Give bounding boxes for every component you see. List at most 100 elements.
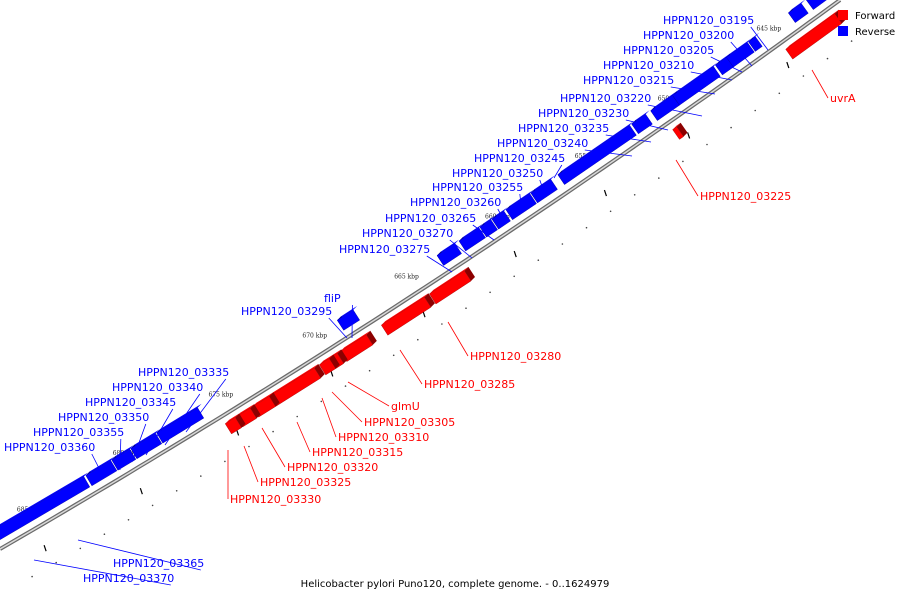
leader-line (730, 41, 753, 67)
gene-label: HPPN120_03340 (112, 381, 203, 394)
legend-reverse-label: Reverse (855, 27, 895, 38)
minor-dot (127, 519, 130, 521)
gene-label: HPPN120_03360 (4, 441, 95, 454)
leader-line (426, 255, 453, 273)
forward-gene (268, 364, 325, 407)
gene-top-face (236, 404, 255, 417)
gene-label: HPPN120_03215 (583, 74, 674, 87)
gene-top-face (557, 121, 634, 175)
gene-front-face (530, 179, 558, 204)
gene-label: glmU (391, 400, 420, 413)
gene-front-face (491, 210, 511, 230)
minor-dot (658, 177, 660, 179)
leader-line (328, 317, 348, 339)
gene-top-face (85, 456, 115, 476)
forward-gene (340, 330, 377, 362)
leader-line (553, 164, 563, 179)
gene-top-face (672, 62, 718, 96)
gene-label: HPPN120_03295 (241, 305, 332, 318)
gene-label: HPPN120_03245 (474, 152, 565, 165)
genome-backbone (0, 0, 842, 551)
gene-side-face (235, 413, 246, 428)
gene-top-face (156, 403, 202, 433)
gene-front-face (429, 270, 472, 305)
minor-dot (417, 338, 419, 341)
leader-line (347, 381, 390, 407)
gene-front-face (650, 95, 680, 121)
minor-dot (392, 354, 395, 357)
gene-label: uvrA (830, 92, 856, 105)
gene-label: HPPN120_03240 (497, 137, 588, 150)
leader-line (399, 349, 423, 385)
gene-top-face (0, 472, 88, 526)
tick-mark (139, 487, 143, 495)
gene-front-face (111, 448, 137, 471)
gene-label: HPPN120_03335 (138, 366, 229, 379)
minor-dot (850, 40, 853, 42)
minor-dot (609, 210, 612, 213)
leader-line (296, 421, 311, 453)
leader-line (261, 427, 286, 468)
leader-line (77, 539, 201, 571)
leader-line (33, 559, 171, 586)
reverse-gene (788, 0, 809, 23)
leader-line (750, 26, 769, 51)
gene-label: HPPN120_03325 (260, 476, 351, 489)
gene-side-face (269, 392, 280, 407)
minor-dot (151, 504, 154, 507)
legend: Forward Reverse (838, 10, 895, 38)
leader-line (91, 453, 105, 479)
gene-front-face (788, 3, 809, 23)
genome-caption: Helicobacter pylori Puno120, complete ge… (301, 579, 610, 590)
reverse-gene (530, 175, 558, 204)
leader-line (710, 56, 743, 73)
legend-reverse-swatch (838, 26, 848, 36)
gene-side-face (314, 364, 325, 379)
leader-line (131, 423, 147, 463)
gene-label: HPPN120_03365 (113, 557, 204, 570)
gene-top-face (650, 91, 677, 111)
gene-label: HPPN120_03315 (312, 446, 403, 459)
legend-forward-swatch (838, 10, 848, 20)
leader-line (119, 438, 122, 471)
gene-features (0, 0, 846, 540)
leader-line (605, 134, 652, 143)
forward-gene (429, 266, 475, 305)
gene-front-face (156, 407, 205, 444)
forward-gene (319, 354, 340, 376)
gene-label: HPPN120_03225 (700, 190, 791, 203)
gene-top-face (269, 364, 319, 397)
tick-label: 665 kbp (394, 274, 419, 281)
gene-side-face (337, 349, 348, 364)
gene-top-face (530, 175, 555, 193)
minor-dot (441, 323, 443, 325)
gene-front-face (336, 309, 360, 331)
minor-dot (633, 194, 636, 196)
gene-label: HPPN120_03210 (603, 59, 694, 72)
minor-dot (802, 75, 805, 77)
gene-side-face (676, 122, 688, 137)
gene-label: HPPN120_03280 (470, 350, 561, 363)
gene-label: HPPN120_03355 (33, 426, 124, 439)
minor-dot (248, 445, 250, 448)
forward-gene (381, 293, 435, 336)
gene-label: HPPN120_03230 (538, 107, 629, 120)
gene-top-face (785, 9, 839, 50)
minor-dot (682, 160, 684, 163)
gene-top-face (130, 429, 160, 449)
minor-dot (175, 490, 178, 492)
tick-label: 670 kbp (302, 333, 327, 340)
tick-mark (43, 545, 47, 552)
gene-top-face (505, 189, 534, 210)
minor-dot (730, 126, 732, 129)
gene-label: HPPN120_03370 (83, 572, 174, 585)
leader-line (243, 445, 259, 483)
leader-line (164, 393, 201, 446)
minor-dot (55, 561, 57, 564)
gene-top-face (319, 354, 334, 365)
gene-label: HPPN120_03200 (643, 29, 734, 42)
gene-top-face (631, 110, 650, 124)
minor-dot (754, 109, 756, 112)
gene-front-face (672, 126, 684, 140)
